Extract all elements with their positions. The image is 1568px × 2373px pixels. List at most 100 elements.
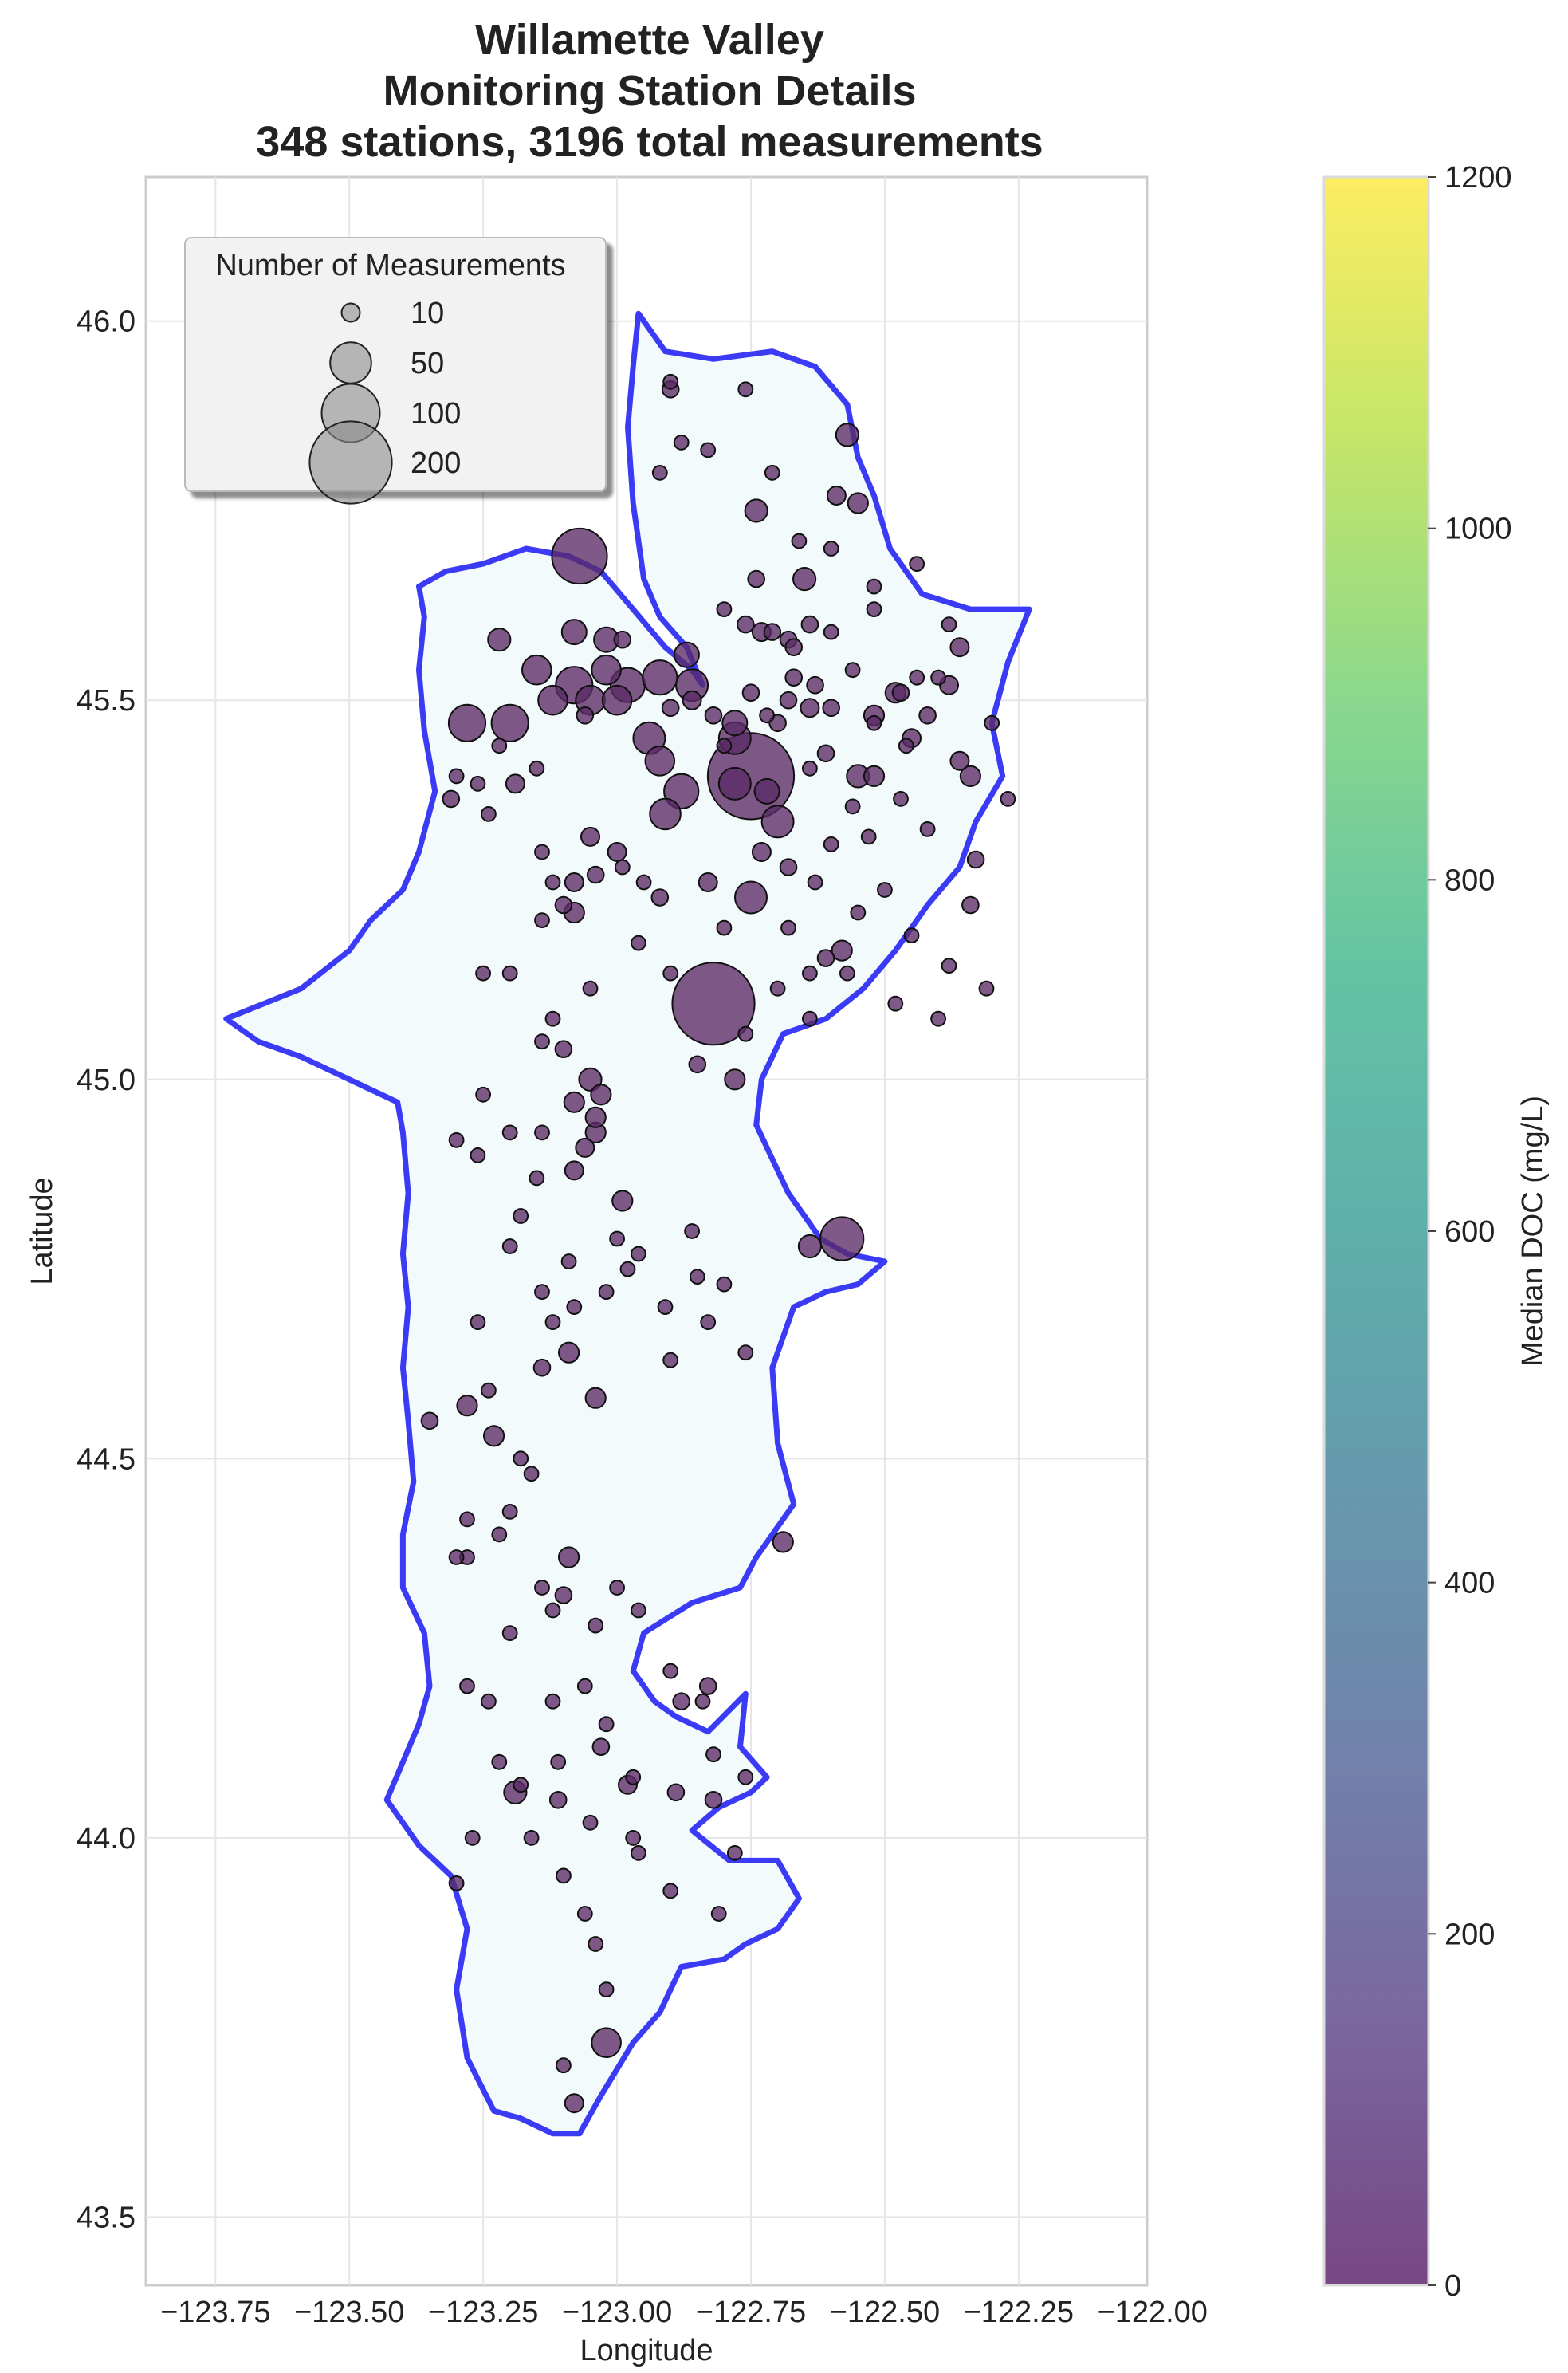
y-tick-label: 44.0 bbox=[77, 1822, 136, 1856]
station-point bbox=[860, 828, 877, 845]
station-point bbox=[584, 1106, 607, 1128]
station-point bbox=[700, 442, 717, 458]
station-point bbox=[689, 1269, 705, 1285]
colorbar-tick-label: 800 bbox=[1444, 864, 1495, 897]
station-point bbox=[513, 1208, 529, 1224]
station-point bbox=[802, 1010, 818, 1027]
station-point bbox=[661, 699, 680, 718]
station-point bbox=[598, 1716, 615, 1733]
station-point bbox=[550, 1753, 567, 1770]
station-point bbox=[576, 1678, 593, 1694]
station-point bbox=[534, 1124, 550, 1141]
colorbar-tick-label: 0 bbox=[1444, 2269, 1461, 2303]
station-point bbox=[598, 1981, 615, 1998]
y-tick-label: 43.5 bbox=[77, 2201, 136, 2234]
station-point bbox=[657, 1299, 674, 1315]
station-point bbox=[671, 962, 756, 1046]
station-point bbox=[534, 844, 550, 860]
station-point bbox=[481, 1382, 497, 1399]
x-tick-label: −122.50 bbox=[830, 2296, 940, 2329]
station-point bbox=[501, 1238, 518, 1254]
station-point bbox=[819, 1216, 865, 1261]
station-point bbox=[705, 1746, 721, 1763]
legend-marker bbox=[329, 341, 372, 384]
station-point bbox=[470, 776, 486, 792]
colorbar-tick-label: 600 bbox=[1444, 1215, 1495, 1249]
station-point bbox=[529, 760, 545, 777]
station-point bbox=[598, 1284, 615, 1300]
station-point bbox=[737, 1344, 754, 1361]
y-tick-label: 44.5 bbox=[77, 1442, 136, 1476]
station-point bbox=[779, 691, 798, 710]
colorbar-tick-label: 400 bbox=[1444, 1567, 1495, 1600]
station-point bbox=[737, 1769, 754, 1785]
legend-title: Number of Measurements bbox=[215, 249, 565, 282]
colorbar-gradient bbox=[1322, 175, 1430, 2287]
station-point bbox=[688, 1055, 707, 1074]
station-point bbox=[554, 1586, 573, 1604]
station-point bbox=[737, 1025, 754, 1042]
x-tick-label: −122.25 bbox=[964, 2296, 1074, 2329]
station-point bbox=[580, 826, 600, 847]
station-point bbox=[961, 895, 980, 915]
station-point bbox=[491, 738, 508, 754]
station-point bbox=[551, 527, 608, 585]
x-tick-label: −123.00 bbox=[562, 2296, 672, 2329]
station-point bbox=[644, 746, 676, 777]
x-axis-ticks: −123.75 −123.50 −123.25 −123.00 −122.75 −122.… bbox=[160, 2296, 1208, 2329]
station-point bbox=[582, 980, 599, 997]
station-point bbox=[442, 789, 461, 809]
station-point bbox=[816, 744, 835, 763]
station-point bbox=[737, 615, 755, 634]
x-tick-label: −122.75 bbox=[696, 2296, 806, 2329]
station-point bbox=[591, 1737, 611, 1756]
x-tick-label: −123.75 bbox=[160, 2296, 270, 2329]
station-point bbox=[513, 1777, 529, 1793]
station-point bbox=[909, 669, 925, 686]
station-point bbox=[560, 619, 588, 646]
station-point bbox=[490, 703, 529, 742]
station-point bbox=[529, 1170, 545, 1186]
station-point bbox=[877, 882, 893, 898]
station-point bbox=[784, 668, 804, 687]
station-point bbox=[475, 1086, 491, 1103]
station-point bbox=[544, 1602, 561, 1619]
station-point bbox=[959, 765, 982, 788]
station-point bbox=[487, 628, 512, 652]
station-point bbox=[816, 949, 835, 967]
station-point bbox=[588, 1617, 604, 1634]
station-point bbox=[566, 1299, 583, 1315]
station-point bbox=[564, 1160, 584, 1181]
station-point bbox=[544, 1693, 561, 1710]
station-point bbox=[751, 842, 772, 862]
legend-items: 10 50 100 200 bbox=[308, 297, 461, 505]
station-point bbox=[753, 777, 780, 805]
station-point bbox=[737, 381, 754, 398]
station-point bbox=[759, 707, 775, 724]
station-point bbox=[548, 1791, 568, 1809]
station-point bbox=[835, 423, 860, 447]
station-point bbox=[631, 1246, 646, 1262]
station-point bbox=[717, 766, 752, 801]
y-tick-label: 45.5 bbox=[77, 684, 136, 718]
station-point bbox=[662, 1883, 679, 1899]
station-point bbox=[564, 872, 584, 892]
station-point bbox=[448, 1875, 465, 1891]
station-point bbox=[734, 880, 768, 915]
station-point bbox=[898, 738, 914, 754]
station-point bbox=[966, 850, 985, 869]
legend-label: 10 bbox=[411, 297, 444, 330]
station-point bbox=[576, 706, 595, 725]
station-point bbox=[513, 1450, 529, 1467]
station-point bbox=[576, 1906, 593, 1922]
station-point bbox=[614, 859, 631, 876]
station-point bbox=[822, 699, 840, 718]
station-point bbox=[779, 858, 798, 876]
station-point bbox=[726, 1845, 743, 1861]
station-point bbox=[863, 765, 886, 788]
station-point bbox=[984, 714, 1000, 731]
station-point bbox=[797, 1234, 823, 1259]
station-point bbox=[556, 1867, 572, 1884]
station-point bbox=[591, 2027, 622, 2058]
station-point bbox=[554, 1040, 573, 1058]
